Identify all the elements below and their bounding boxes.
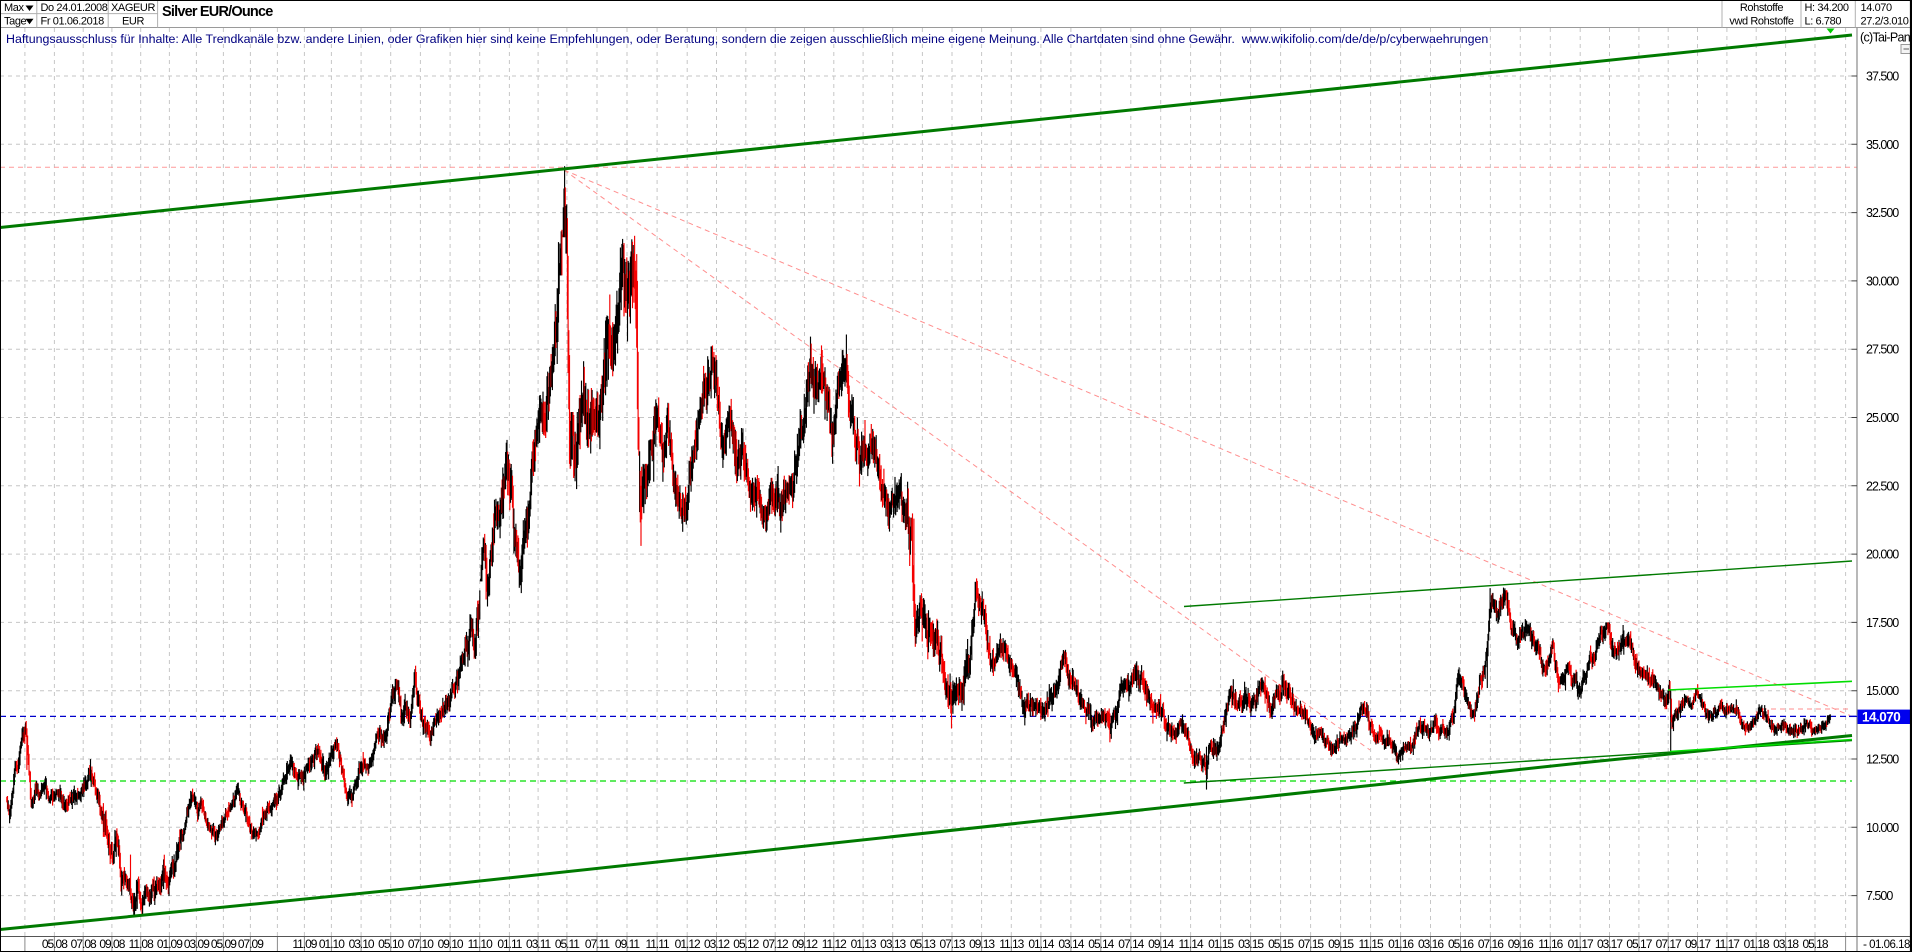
svg-text:05.15: 05.15 — [1268, 937, 1294, 951]
svg-text:07.16: 07.16 — [1478, 937, 1504, 951]
svg-text:H: 34.200: H: 34.200 — [1805, 2, 1849, 14]
svg-text:07.11: 07.11 — [585, 937, 610, 951]
svg-text:01.17: 01.17 — [1568, 937, 1594, 951]
svg-text:03.18: 03.18 — [1773, 937, 1799, 951]
svg-text:09.11: 09.11 — [615, 937, 640, 951]
svg-text:22.500: 22.500 — [1866, 479, 1899, 493]
svg-text:01.16: 01.16 — [1388, 937, 1414, 951]
svg-text:35.000: 35.000 — [1866, 138, 1899, 152]
svg-text:11.16: 11.16 — [1538, 937, 1563, 951]
svg-text:11.17: 11.17 — [1715, 937, 1740, 951]
svg-text:20.000: 20.000 — [1866, 548, 1899, 562]
svg-text:Max: Max — [4, 2, 24, 14]
svg-text:-: - — [1863, 937, 1867, 951]
svg-text:05.11: 05.11 — [555, 937, 580, 951]
svg-text:01.11: 01.11 — [497, 937, 522, 951]
svg-text:Do 24.01.2008: Do 24.01.2008 — [41, 2, 108, 14]
svg-text:37.500: 37.500 — [1866, 70, 1899, 84]
svg-text:11.13: 11.13 — [999, 937, 1024, 951]
svg-text:01.06.18: 01.06.18 — [1869, 939, 1910, 951]
svg-text:07.17: 07.17 — [1656, 937, 1682, 951]
svg-text:01.15: 01.15 — [1208, 937, 1234, 951]
svg-text:05.10: 05.10 — [378, 937, 404, 951]
svg-text:Fr 01.06.2018: Fr 01.06.2018 — [41, 15, 105, 27]
svg-text:07.13: 07.13 — [939, 937, 965, 951]
svg-text:09.10: 09.10 — [438, 937, 464, 951]
svg-text:25.000: 25.000 — [1866, 411, 1899, 425]
svg-text:Haftungsausschluss für Inhalte: Haftungsausschluss für Inhalte: Alle Tre… — [6, 32, 1488, 46]
svg-text:03.10: 03.10 — [349, 937, 375, 951]
svg-text:09.16: 09.16 — [1508, 937, 1534, 951]
svg-text:03.16: 03.16 — [1418, 937, 1444, 951]
svg-text:03.15: 03.15 — [1238, 937, 1264, 951]
svg-text:27.2/3.010: 27.2/3.010 — [1861, 15, 1909, 27]
svg-text:01.18: 01.18 — [1744, 937, 1770, 951]
svg-text:05.09: 05.09 — [211, 937, 237, 951]
svg-text:30.000: 30.000 — [1866, 274, 1899, 288]
svg-text:09.08: 09.08 — [99, 937, 125, 951]
svg-text:07.10: 07.10 — [408, 937, 434, 951]
svg-text:01.13: 01.13 — [851, 937, 877, 951]
svg-text:11.14: 11.14 — [1179, 937, 1204, 951]
svg-text:09.17: 09.17 — [1685, 937, 1711, 951]
svg-text:07.14: 07.14 — [1118, 937, 1144, 951]
svg-text:15.000: 15.000 — [1866, 684, 1899, 698]
svg-text:L: 6.780: L: 6.780 — [1805, 15, 1842, 27]
svg-text:27.500: 27.500 — [1866, 343, 1899, 357]
svg-text:14.070: 14.070 — [1862, 710, 1900, 725]
svg-text:09.14: 09.14 — [1148, 937, 1174, 951]
svg-text:7.500: 7.500 — [1866, 889, 1893, 903]
svg-text:Rohstoffe: Rohstoffe — [1740, 2, 1784, 14]
svg-text:Tage: Tage — [4, 15, 27, 27]
svg-text:09.15: 09.15 — [1328, 937, 1354, 951]
svg-text:05.13: 05.13 — [910, 937, 936, 951]
svg-text:05.14: 05.14 — [1088, 937, 1114, 951]
svg-text:09.13: 09.13 — [969, 937, 995, 951]
svg-text:05.16: 05.16 — [1448, 937, 1474, 951]
svg-text:07.09: 07.09 — [238, 937, 264, 951]
svg-text:EUR: EUR — [122, 15, 144, 27]
svg-text:05.18: 05.18 — [1802, 937, 1828, 951]
svg-text:17.500: 17.500 — [1866, 616, 1899, 630]
svg-text:vwd Rohstoffe: vwd Rohstoffe — [1729, 15, 1794, 27]
svg-text:03.12: 03.12 — [704, 937, 730, 951]
svg-text:03.17: 03.17 — [1597, 937, 1623, 951]
svg-text:05.12: 05.12 — [733, 937, 759, 951]
svg-text:07.12: 07.12 — [763, 937, 789, 951]
svg-text:32.500: 32.500 — [1866, 206, 1899, 220]
svg-text:(c)Tai-Pan: (c)Tai-Pan — [1860, 31, 1911, 45]
svg-text:10.000: 10.000 — [1866, 821, 1899, 835]
svg-text:14.070: 14.070 — [1861, 2, 1893, 14]
svg-text:XAGEUR: XAGEUR — [111, 2, 156, 14]
svg-text:11.15: 11.15 — [1359, 937, 1384, 951]
svg-text:01.14: 01.14 — [1028, 937, 1054, 951]
svg-text:03.09: 03.09 — [184, 937, 210, 951]
svg-text:05.08: 05.08 — [42, 937, 68, 951]
svg-text:07.08: 07.08 — [71, 937, 97, 951]
svg-text:01.10: 01.10 — [319, 937, 345, 951]
svg-text:01.09: 01.09 — [157, 937, 183, 951]
svg-text:07.15: 07.15 — [1298, 937, 1324, 951]
svg-text:09.12: 09.12 — [792, 937, 818, 951]
svg-text:01.12: 01.12 — [675, 937, 701, 951]
svg-text:05.17: 05.17 — [1626, 937, 1652, 951]
svg-text:03.13: 03.13 — [880, 937, 906, 951]
svg-text:03.11: 03.11 — [526, 937, 551, 951]
svg-text:11.09: 11.09 — [292, 937, 317, 951]
svg-text:Silver EUR/Ounce: Silver EUR/Ounce — [162, 4, 273, 20]
svg-text:11.10: 11.10 — [468, 937, 493, 951]
svg-text:12.500: 12.500 — [1866, 753, 1899, 767]
svg-text:11.12: 11.12 — [822, 937, 847, 951]
svg-text:11.11: 11.11 — [645, 937, 670, 951]
svg-text:11.08: 11.08 — [129, 937, 154, 951]
svg-text:03.14: 03.14 — [1058, 937, 1084, 951]
